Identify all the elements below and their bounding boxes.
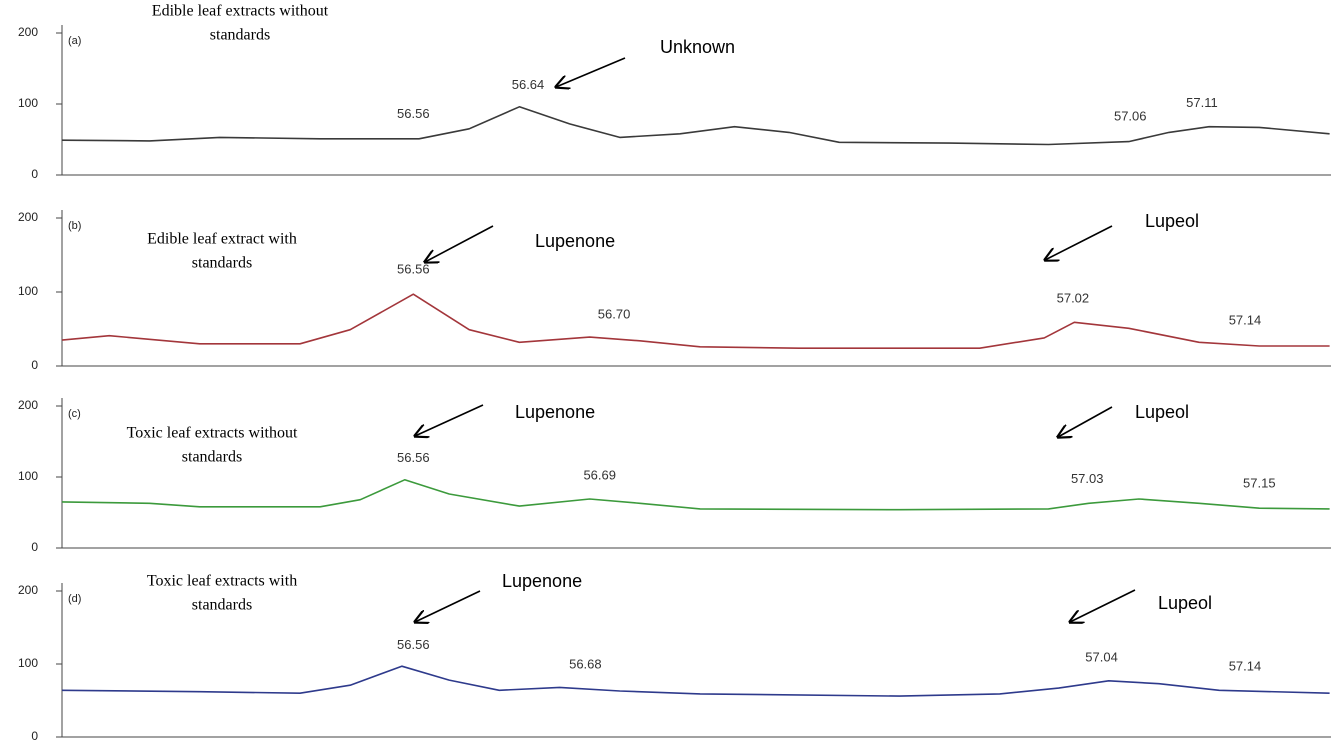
panel-label: (b) xyxy=(68,220,81,232)
y-tick-label: 0 xyxy=(31,167,38,181)
chromatogram-line xyxy=(61,479,1330,511)
y-tick-label: 200 xyxy=(18,398,38,412)
arrow xyxy=(415,590,481,622)
peak-label: 57.14 xyxy=(1229,658,1262,673)
chromatogram-line xyxy=(61,106,1330,146)
panel-title: Toxic leaf extracts with xyxy=(147,573,297,590)
compound-label: Lupenone xyxy=(515,402,595,422)
peak-label: 56.69 xyxy=(583,467,616,482)
panel-title: Toxic leaf extracts without xyxy=(127,425,298,442)
arrow xyxy=(556,57,626,87)
panel-label: (d) xyxy=(68,593,81,605)
arrow xyxy=(415,404,484,436)
panel-label: (c) xyxy=(68,408,81,420)
chromatogram-line xyxy=(61,665,1330,697)
peak-label: 57.03 xyxy=(1071,471,1104,486)
compound-label: Lupeol xyxy=(1135,402,1189,422)
compound-label: Lupeol xyxy=(1158,593,1212,613)
y-tick-label: 0 xyxy=(31,540,38,554)
panel-title: standards xyxy=(210,27,270,44)
arrow xyxy=(1045,225,1113,260)
y-tick-label: 200 xyxy=(18,583,38,597)
arrow xyxy=(425,225,494,262)
panel-title: Edible leaf extract with xyxy=(147,231,297,248)
y-tick-label: 200 xyxy=(18,25,38,39)
panel-label: (a) xyxy=(68,35,81,47)
peak-label: 57.06 xyxy=(1114,109,1147,124)
y-tick-label: 100 xyxy=(18,469,38,483)
compound-label: Unknown xyxy=(660,37,735,57)
panel-title: standards xyxy=(182,449,242,466)
peak-label: 56.56 xyxy=(397,106,430,121)
panel-title: standards xyxy=(192,255,252,272)
peak-label: 56.70 xyxy=(598,306,631,321)
panel-title: Edible leaf extracts without xyxy=(152,3,329,20)
peak-label: 56.68 xyxy=(569,656,602,671)
peak-label: 57.14 xyxy=(1229,313,1262,328)
arrow xyxy=(1070,589,1136,622)
chromatogram-line xyxy=(61,293,1330,349)
peak-label: 56.56 xyxy=(397,450,430,465)
compound-label: Lupeol xyxy=(1145,211,1199,231)
peak-label: 57.04 xyxy=(1085,649,1118,664)
compound-label: Lupenone xyxy=(502,571,582,591)
peak-label: 56.56 xyxy=(397,637,430,652)
y-tick-label: 100 xyxy=(18,96,38,110)
peak-label: 56.64 xyxy=(512,77,545,92)
y-tick-label: 100 xyxy=(18,656,38,670)
peak-label: 57.11 xyxy=(1186,95,1218,110)
peak-label: 57.02 xyxy=(1057,291,1090,306)
y-tick-label: 0 xyxy=(31,729,38,740)
panel-title: standards xyxy=(192,597,252,614)
y-tick-label: 200 xyxy=(18,210,38,224)
arrow xyxy=(1058,406,1113,437)
compound-label: Lupenone xyxy=(535,231,615,251)
peak-label: 57.15 xyxy=(1243,476,1276,491)
peak-label: 56.56 xyxy=(397,262,430,277)
y-tick-label: 100 xyxy=(18,284,38,298)
y-tick-label: 0 xyxy=(31,358,38,372)
